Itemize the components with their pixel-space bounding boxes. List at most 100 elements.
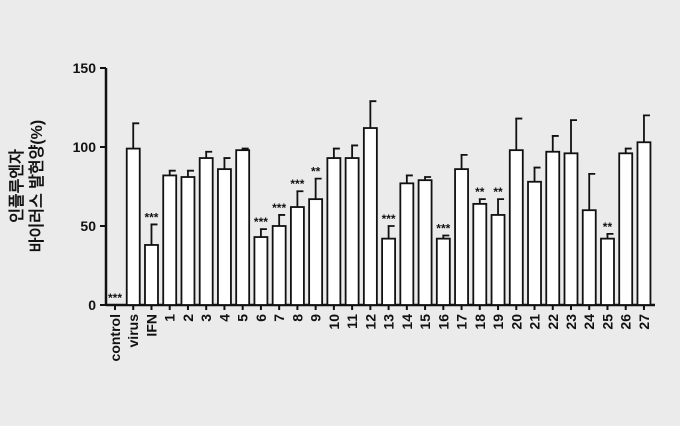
- x-tick-label: 7: [271, 314, 287, 322]
- bar: [472, 202, 488, 306]
- significance-label: ***: [382, 212, 396, 226]
- x-tick-label: 23: [563, 314, 579, 330]
- bar: [527, 180, 542, 306]
- significance-label: ***: [108, 291, 122, 305]
- significance-label: ***: [436, 221, 450, 235]
- x-tick-label: IFN: [143, 314, 159, 337]
- error-bar: [533, 166, 541, 182]
- bar: [545, 150, 561, 306]
- error-bar: [278, 214, 286, 226]
- error-bar: [588, 172, 596, 211]
- error-bar: [332, 147, 340, 159]
- bar: [125, 147, 141, 306]
- bar: [162, 174, 178, 306]
- x-tick-label: 17: [454, 314, 470, 330]
- bar: [253, 236, 269, 306]
- x-tick-label: 21: [527, 314, 543, 330]
- bar: [508, 149, 524, 306]
- x-tick-label: 4: [216, 314, 232, 322]
- bar: [417, 179, 433, 306]
- bar: [217, 168, 232, 306]
- x-tick-label: 10: [326, 314, 342, 330]
- bar: [180, 176, 196, 306]
- x-tick-label: 1: [162, 314, 178, 322]
- y-tick-label: 150: [73, 60, 97, 76]
- x-tick-label: 27: [636, 314, 652, 330]
- bar: [454, 168, 469, 306]
- significance-label: **: [603, 220, 613, 234]
- error-bar: [205, 150, 213, 159]
- error-bar: [186, 169, 194, 178]
- error-bar: [150, 223, 158, 245]
- bar: [289, 206, 305, 306]
- error-bar: [296, 190, 304, 208]
- error-bar: [241, 147, 249, 151]
- x-tick-label: virus: [125, 314, 141, 348]
- significance-label: ***: [290, 177, 304, 191]
- x-tick-label: control: [107, 314, 123, 361]
- x-tick-label: 16: [435, 314, 451, 330]
- error-bar: [259, 228, 267, 238]
- error-bar: [570, 119, 577, 154]
- error-bar: [497, 198, 505, 215]
- bar: [308, 198, 324, 306]
- x-tick-label: 8: [289, 314, 305, 322]
- bar: [618, 152, 634, 306]
- bar: [198, 157, 214, 306]
- significance-label: **: [493, 185, 503, 199]
- bar: [326, 157, 342, 306]
- x-tick-label: 22: [545, 314, 561, 330]
- y-tick-label: 50: [80, 218, 96, 234]
- error-bar: [606, 233, 614, 239]
- error-bar: [168, 169, 176, 176]
- y-tick-label: 0: [88, 297, 96, 313]
- error-bar: [369, 100, 377, 129]
- x-tick-label: 26: [618, 314, 634, 330]
- bar: [399, 182, 415, 306]
- x-tick-label: 14: [399, 314, 415, 330]
- bar: [144, 244, 159, 306]
- error-bar: [478, 198, 486, 204]
- x-tick-label: 11: [344, 314, 360, 329]
- error-bar: [223, 157, 231, 170]
- y-axis-label: 바이러스 발현양(%): [27, 120, 46, 252]
- x-tick-label: 13: [381, 314, 397, 330]
- y-axis-label: 인플루엔자: [8, 149, 26, 223]
- x-tick-label: 9: [308, 314, 324, 322]
- bar: [490, 214, 506, 306]
- x-tick-label: 20: [508, 314, 524, 330]
- x-tick-label: 6: [253, 314, 269, 322]
- x-tick-label: 19: [490, 314, 506, 330]
- significance-label: **: [311, 165, 321, 179]
- bar: [435, 237, 451, 306]
- error-bar: [424, 176, 432, 181]
- error-bar: [351, 144, 359, 159]
- significance-label: ***: [254, 215, 268, 229]
- error-bar: [132, 122, 140, 149]
- bar: [381, 237, 397, 306]
- x-tick-label: 2: [180, 314, 196, 322]
- bar: [344, 157, 360, 306]
- significance-label: ***: [272, 201, 286, 215]
- x-tick-label: 18: [472, 314, 488, 330]
- error-bar: [624, 147, 632, 154]
- x-tick-label: 24: [581, 314, 597, 330]
- error-bar: [551, 135, 559, 152]
- error-bar: [387, 225, 395, 239]
- error-bar: [405, 174, 413, 184]
- bar: [600, 237, 615, 306]
- error-bar: [642, 114, 650, 143]
- bar: [271, 225, 287, 306]
- error-bar: [515, 117, 523, 151]
- x-tick-label: 5: [235, 314, 251, 322]
- bar: [636, 141, 652, 306]
- error-bar: [314, 177, 322, 200]
- significance-label: **: [475, 185, 485, 199]
- error-bar: [460, 154, 468, 170]
- x-tick-label: 12: [362, 314, 378, 330]
- bar: [581, 209, 597, 306]
- significance-label: ***: [144, 210, 158, 224]
- bar: [235, 149, 251, 306]
- bar: [563, 152, 579, 306]
